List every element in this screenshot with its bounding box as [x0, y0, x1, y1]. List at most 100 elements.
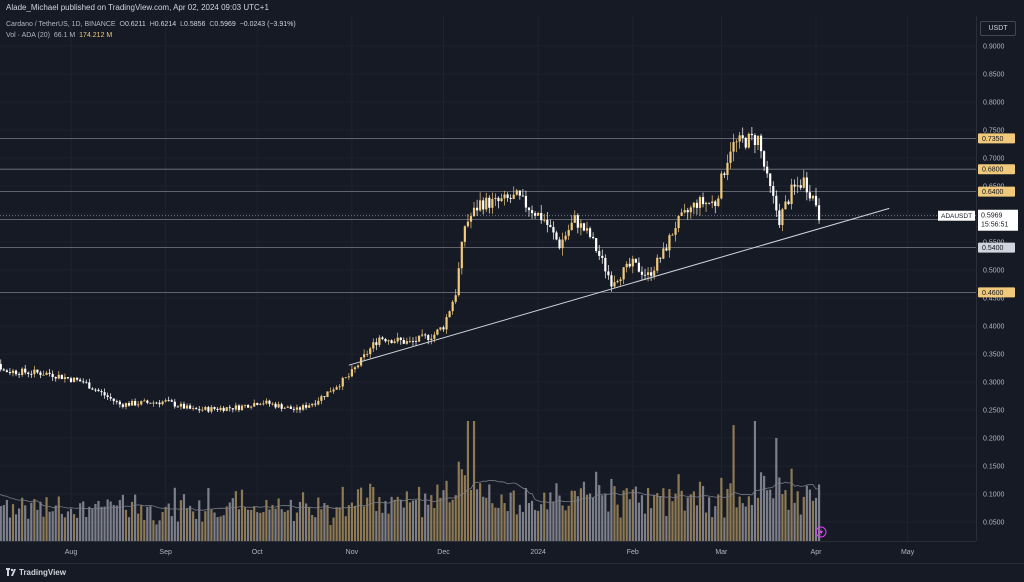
volume-bar — [48, 511, 51, 541]
candle-body — [729, 151, 732, 163]
level-tag — [978, 242, 1015, 253]
candle-body — [488, 197, 491, 208]
volume-bar — [30, 502, 33, 541]
volume-bar — [543, 492, 546, 541]
time-tick-label: Oct — [252, 549, 263, 556]
legend-volume-label: Vol · ADA (20) — [6, 32, 50, 39]
level-tag — [978, 164, 1015, 175]
volume-bar — [399, 499, 402, 541]
legend-volume-ma: 174.212 M — [79, 32, 113, 39]
candle-body — [454, 295, 457, 302]
volume-bar — [665, 516, 668, 541]
volume-bar — [537, 510, 540, 541]
volume-bar — [817, 484, 821, 541]
candle-body — [277, 404, 280, 408]
candle-body — [524, 195, 528, 208]
candle-body — [726, 162, 729, 176]
volume-bar — [140, 505, 143, 541]
candle-body — [634, 258, 637, 263]
volume-bar — [683, 510, 686, 541]
candle-body — [338, 386, 341, 388]
volume-bar — [5, 499, 8, 541]
candle-body — [549, 224, 552, 227]
volume-bar — [671, 501, 674, 541]
volume-bar — [146, 506, 149, 541]
price-tick-label: 0.8000 — [983, 100, 1005, 107]
volume-bar — [793, 502, 796, 541]
candle-body — [533, 213, 537, 216]
candle-body — [164, 400, 167, 402]
volume-bar — [552, 501, 555, 541]
volume-bar — [775, 438, 778, 541]
candle-body — [640, 271, 644, 275]
volume-bar — [121, 494, 125, 541]
volume-bar — [592, 497, 595, 541]
volume-bar — [298, 501, 302, 541]
volume-bar — [503, 503, 506, 541]
volume-bar — [414, 500, 418, 541]
candle-body — [711, 201, 714, 204]
volume-bar — [173, 487, 176, 541]
candle-body — [66, 377, 70, 379]
candle-body — [134, 400, 137, 406]
volume-bar — [277, 498, 280, 541]
volume-bar — [451, 499, 454, 541]
volume-bar — [610, 478, 613, 541]
published-caption: Alade_Michael published on TradingView.c… — [6, 3, 269, 12]
candle-body — [482, 200, 485, 210]
volume-bar — [390, 496, 393, 541]
volume-bar — [677, 474, 680, 541]
candle-body — [36, 369, 39, 373]
level-tag — [978, 133, 1015, 144]
volume-bar — [411, 500, 415, 541]
symbol-label: ADAUSDT — [941, 213, 972, 220]
candle-body — [472, 207, 476, 217]
lightning-bolt-icon — [819, 528, 824, 536]
volume-bar — [295, 512, 299, 541]
volume-bar — [393, 499, 396, 541]
price-axis[interactable]: 0.90000.85000.80000.75000.70000.65000.60… — [977, 16, 1024, 541]
candle-body — [140, 401, 143, 405]
time-tick-label: Feb — [627, 549, 639, 556]
chart-pane[interactable]: ADAUSDT — [0, 16, 977, 541]
level-label: 0.6400 — [982, 189, 1004, 196]
candle-body — [326, 391, 329, 398]
header-bar: Alade_Michael published on TradingView.c… — [0, 0, 1024, 16]
volume-bar — [243, 507, 247, 541]
candle-body — [521, 195, 524, 197]
volume-bar — [643, 513, 647, 541]
candle-body — [799, 185, 802, 188]
currency-button[interactable]: USDT — [980, 21, 1016, 36]
candle-body — [619, 279, 622, 282]
time-axis[interactable]: Aug Sep Oct Nov Dec 2024 Feb Mar Apr May — [0, 541, 976, 564]
volume-bar — [164, 506, 167, 541]
volume-bar — [616, 504, 619, 541]
volume-bar — [161, 512, 164, 541]
price-chart[interactable]: ADAUSDT — [0, 16, 976, 541]
candle-body — [130, 400, 134, 406]
volume-bar — [378, 497, 381, 541]
volume-bar — [283, 511, 286, 541]
candle-body — [182, 403, 186, 409]
candle-body — [674, 228, 677, 235]
candle-body — [152, 402, 155, 404]
volume-bar — [42, 516, 45, 541]
candle-body — [198, 409, 201, 411]
volume-bar — [85, 516, 88, 541]
candle-body — [585, 228, 589, 231]
volume-bar — [338, 507, 341, 541]
candle-body — [201, 409, 204, 411]
volume-bar — [225, 506, 228, 541]
candle-body — [805, 177, 808, 193]
candle-body — [82, 381, 85, 383]
volume-bar — [634, 486, 637, 541]
volume-bar — [769, 489, 772, 541]
lightning-icon — [815, 526, 827, 538]
volume-bar — [427, 504, 430, 541]
volume-bar — [512, 490, 515, 541]
volume-bar — [63, 517, 66, 541]
volume-bar — [607, 511, 610, 541]
volume-bar — [369, 483, 372, 541]
volume-bar — [714, 506, 717, 541]
volume-bar — [472, 421, 476, 541]
